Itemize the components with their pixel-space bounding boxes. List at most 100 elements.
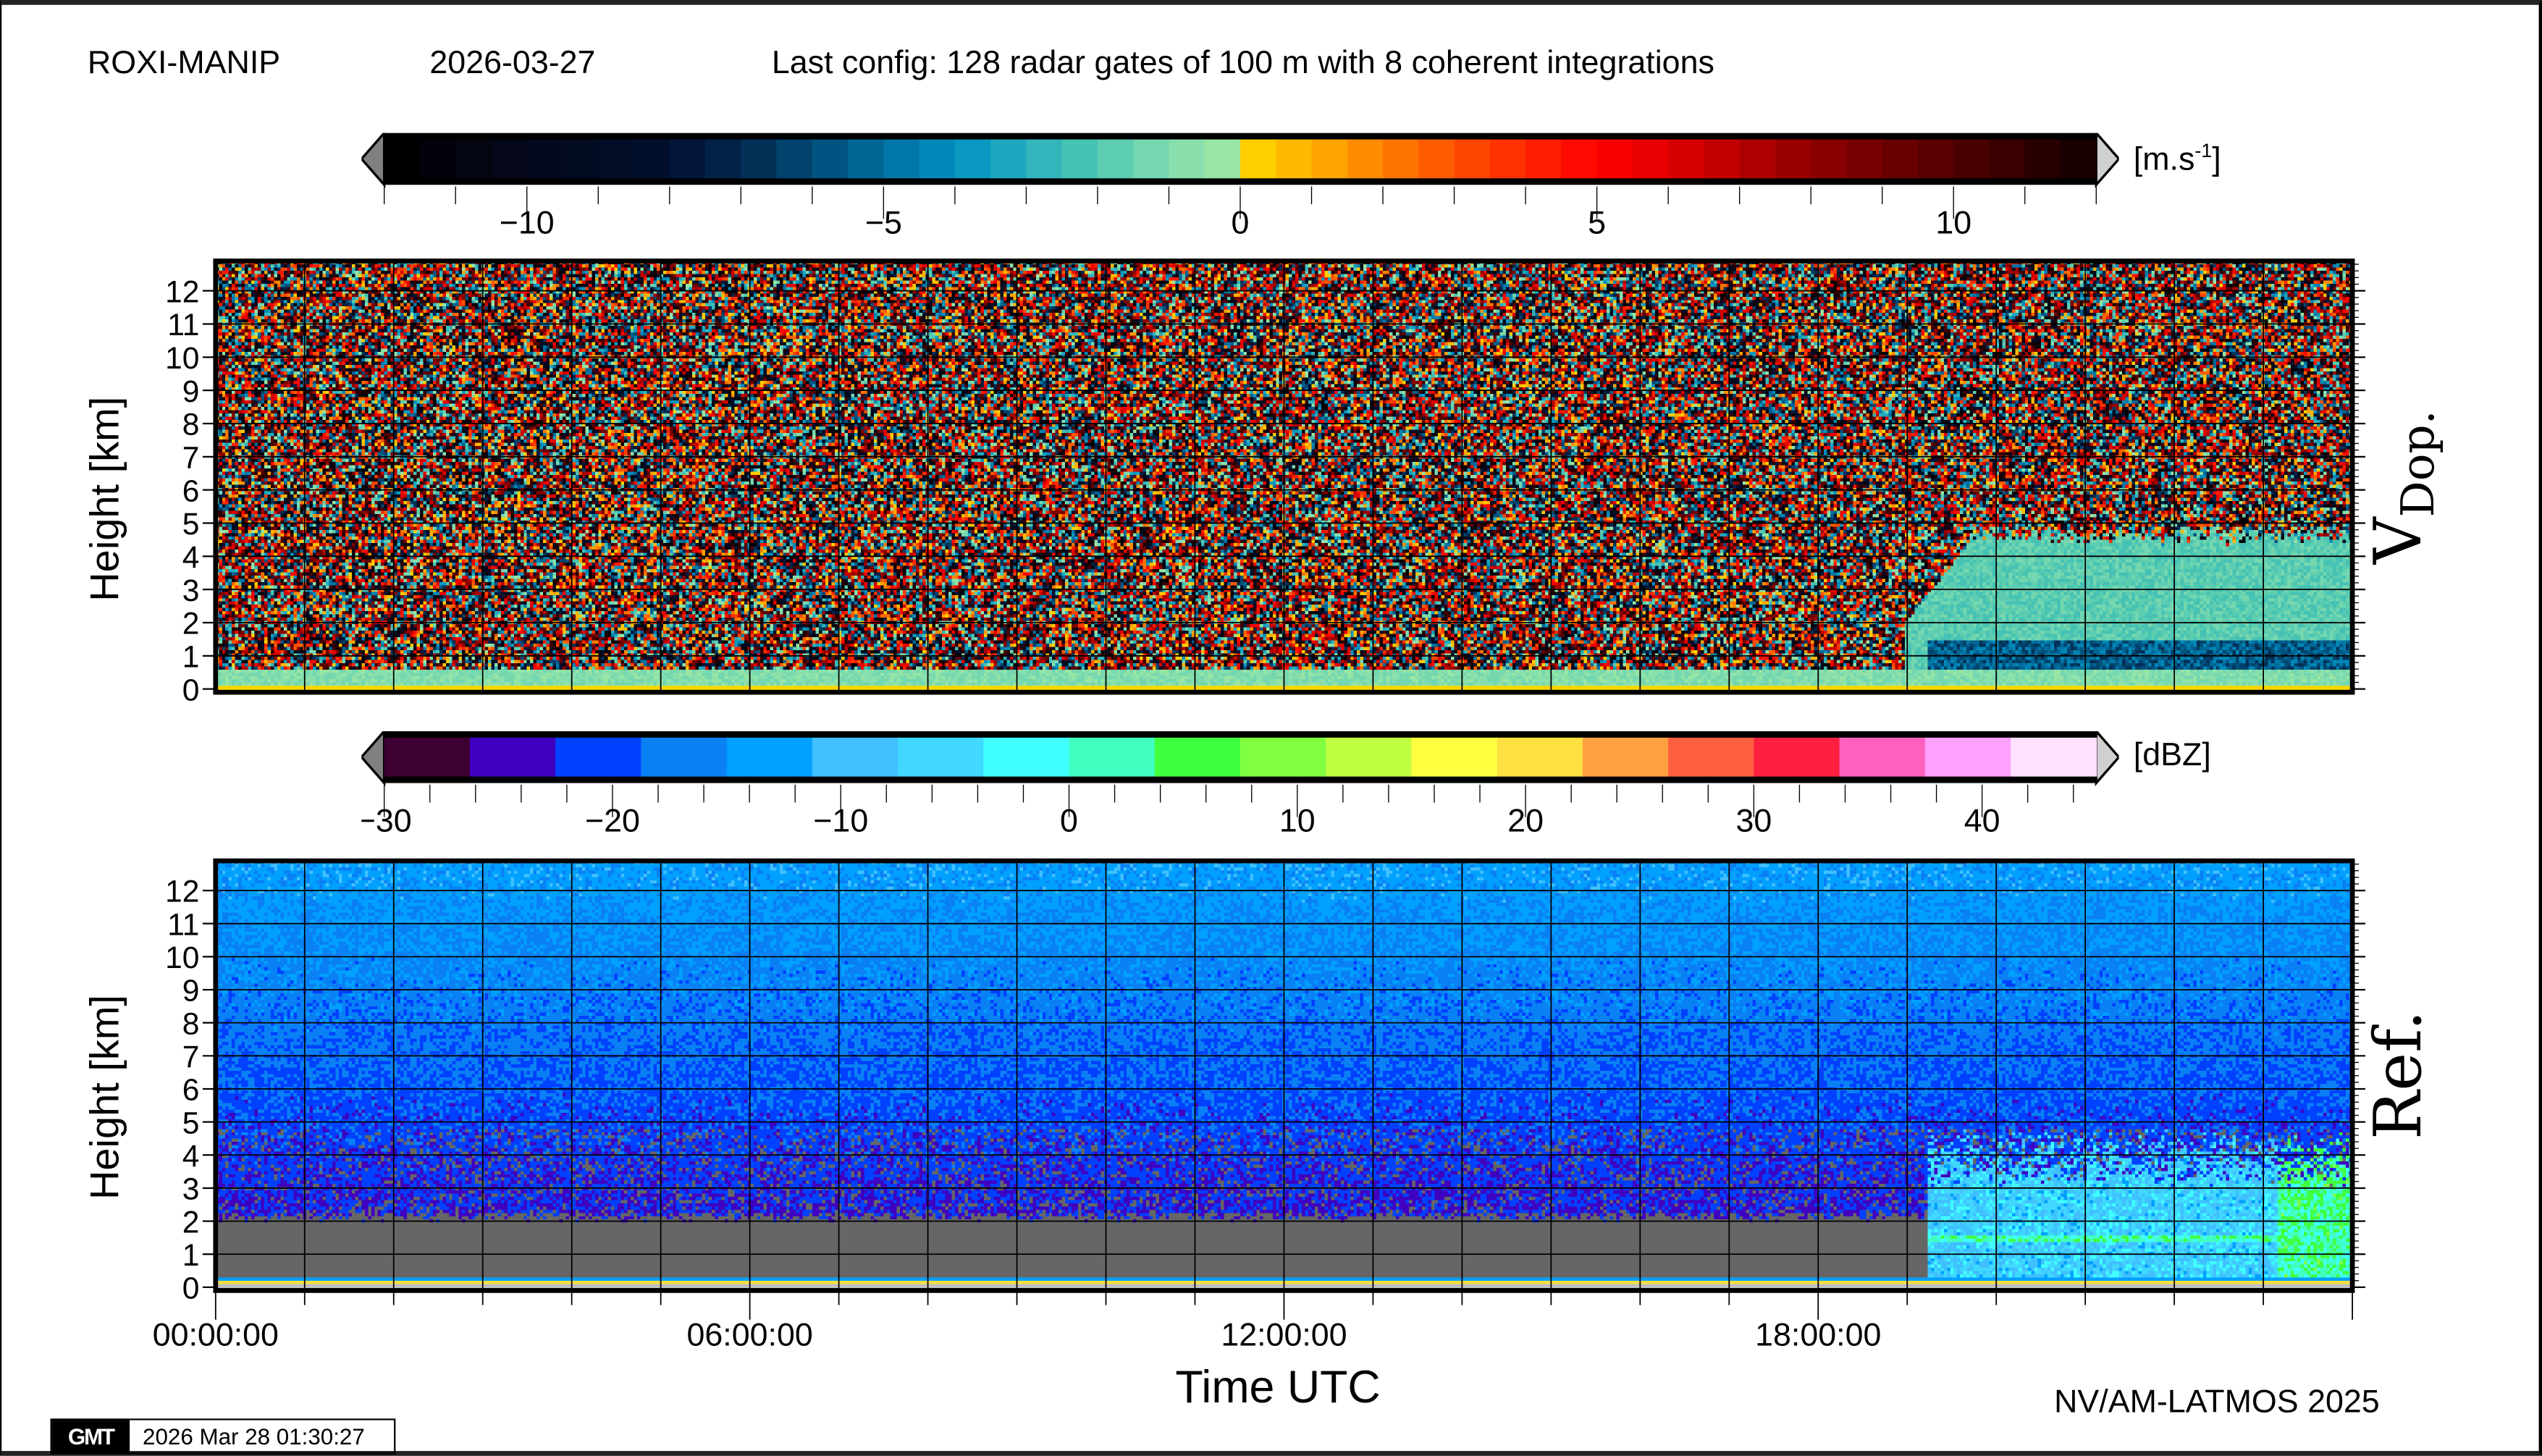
- colorbar-swatch: [2061, 139, 2097, 179]
- colorbar-tick-label: 10: [1279, 803, 1316, 839]
- colorbar-swatch: [812, 737, 899, 777]
- panel-frame: [213, 258, 2355, 695]
- reflectivity-ylabel: Height [km]: [83, 994, 128, 1200]
- colorbar-swatch: [1917, 139, 1955, 179]
- colorbar-swatch: [384, 139, 421, 179]
- y-tick-label: 5: [182, 1106, 200, 1140]
- date-label: 2026-03-27: [429, 45, 596, 81]
- colorbar-swatch: [1924, 737, 2012, 777]
- colorbar-swatch: [1454, 139, 1491, 179]
- colorbar-swatch: [555, 737, 642, 777]
- colorbar-swatch: [1240, 139, 1277, 179]
- colorbar-swatch: [1596, 139, 1633, 179]
- y-tick-label: 1: [182, 1238, 200, 1273]
- colorbar-swatch: [1839, 737, 1926, 777]
- colorbar-tick-label: 40: [1964, 803, 2000, 839]
- credit-label: NV/AM-LATMOS 2025: [2054, 1384, 2380, 1421]
- x-axis-label: Time UTC: [1175, 1361, 1381, 1413]
- colorbar-swatch: [1953, 139, 1990, 179]
- colorbar-swatch: [469, 737, 557, 777]
- colorbar-swatch: [1525, 139, 1562, 179]
- colorbar-swatch: [898, 737, 985, 777]
- colorbar-tick-label: −20: [585, 803, 640, 839]
- colorbar-swatch: [1497, 737, 1584, 777]
- x-tick-label: 06:00:00: [686, 1317, 812, 1353]
- colorbar-tick-label: 0: [1232, 204, 1250, 240]
- colorbar-swatch: [812, 139, 849, 179]
- colorbar-swatch: [1882, 139, 1919, 179]
- colorbar-swatch: [1311, 139, 1348, 179]
- colorbar-swatch: [776, 139, 813, 179]
- colorbar-swatch: [1347, 139, 1384, 179]
- colorbar-tick-label: −10: [813, 803, 868, 839]
- x-tick-label: 18:00:00: [1755, 1317, 1881, 1353]
- colorbar-swatch: [741, 139, 778, 179]
- colorbar-swatch: [1582, 737, 1670, 777]
- colorbar-swatch: [1097, 139, 1135, 179]
- colorbar-swatch: [1668, 139, 1705, 179]
- doppler-ylabel: Height [km]: [83, 396, 128, 602]
- y-tick-label: 4: [182, 540, 200, 575]
- y-tick-label: 12: [165, 875, 199, 909]
- colorbar-swatch: [1061, 139, 1099, 179]
- y-tick-label: 9: [182, 374, 200, 409]
- colorbar-swatch: [384, 737, 471, 777]
- colorbar-under-triangle: [361, 731, 386, 787]
- colorbar-tick-label: 0: [1060, 803, 1078, 839]
- colorbar-tick-label: 5: [1588, 204, 1606, 240]
- colorbar-swatch: [1704, 139, 1741, 179]
- colorbar-swatch: [419, 139, 457, 179]
- colorbar-tick-label: 20: [1507, 803, 1544, 839]
- colorbar-swatch: [1668, 737, 1755, 777]
- y-tick-label: 7: [182, 1040, 200, 1074]
- y-tick-label: 6: [182, 474, 200, 508]
- y-tick-label: 0: [182, 673, 200, 707]
- colorbar-swatch: [526, 139, 564, 179]
- colorbar-swatch: [1204, 139, 1242, 179]
- colorbar-swatch: [563, 139, 599, 179]
- y-tick-label: 5: [182, 507, 200, 542]
- gmt-logo: GMT: [51, 1420, 130, 1453]
- colorbar-swatch: [919, 139, 956, 179]
- y-tick-label: 9: [182, 974, 200, 1009]
- x-tick-label: 12:00:00: [1221, 1317, 1347, 1353]
- colorbar-swatch: [954, 139, 992, 179]
- y-tick-label: 1: [182, 640, 200, 675]
- colorbar-swatch: [705, 139, 742, 179]
- y-tick-label: 10: [165, 341, 199, 376]
- reflectivity-unit: [dBZ]: [2133, 737, 2211, 774]
- colorbar-swatch: [641, 737, 728, 777]
- doppler-title: VDop.: [2362, 410, 2445, 565]
- y-tick-label: 8: [182, 408, 200, 442]
- colorbar-swatch: [1154, 737, 1242, 777]
- doppler-colorbar: −10 −5 0 5 10: [361, 132, 2119, 240]
- colorbar-swatch: [1383, 139, 1420, 179]
- colorbar-tick-label: −10: [500, 204, 555, 240]
- colorbar-swatch: [883, 139, 920, 179]
- colorbar-over-triangle: [2095, 132, 2119, 188]
- station-name: ROXI-MANIP: [87, 45, 281, 81]
- colorbar-tick-label: −5: [865, 204, 902, 240]
- colorbar-swatch: [1775, 139, 1812, 179]
- colorbar-swatch: [1739, 139, 1777, 179]
- colorbar-swatch: [455, 139, 492, 179]
- y-tick-label: 4: [182, 1139, 200, 1174]
- colorbar-swatch: [598, 139, 635, 179]
- colorbar-swatch: [726, 737, 813, 777]
- colorbar-swatch: [1276, 139, 1313, 179]
- colorbar-swatch: [848, 139, 885, 179]
- y-tick-label: 11: [167, 907, 199, 942]
- y-tick-label: 10: [165, 940, 199, 975]
- y-tick-label: 7: [182, 440, 200, 475]
- colorbar-swatch: [1026, 139, 1063, 179]
- y-tick-label: 8: [182, 1006, 200, 1041]
- colorbar-swatch: [1326, 737, 1413, 777]
- y-tick-label: 12: [165, 274, 199, 309]
- colorbar-swatch: [1489, 139, 1527, 179]
- reflectivity-panel: 0 1 2 3 4 5 6 7 8 9 10 11 12 00:00:00 06:00:00 12:00:00…: [153, 858, 2365, 1353]
- y-tick-label: 2: [182, 607, 200, 641]
- colorbar-swatch: [1169, 139, 1205, 179]
- colorbar-swatch: [983, 737, 1070, 777]
- y-tick-label: 3: [182, 573, 200, 608]
